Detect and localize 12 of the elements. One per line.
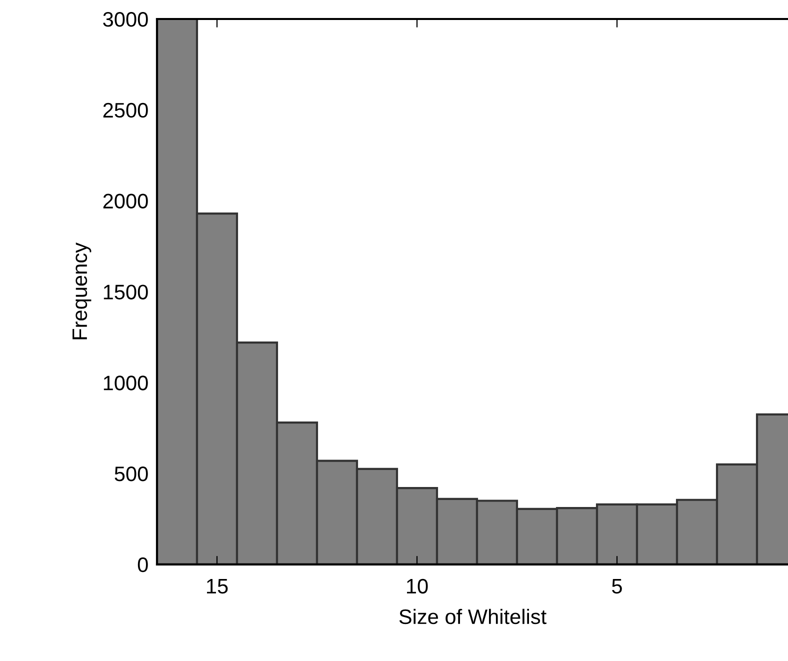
x-tick-label: 5 <box>612 579 622 594</box>
y-tick-label: 1000 <box>104 376 148 390</box>
y-tick-label: 0 <box>138 557 148 572</box>
y-tick-label: 2000 <box>103 194 148 209</box>
y-tick-label: 2500 <box>103 102 148 118</box>
y-tick-label: 3000 <box>103 12 148 27</box>
y-tick-label: 500 <box>114 466 148 482</box>
y-tick-label: 1500 <box>104 284 148 300</box>
y-axis-title: Frequency <box>72 242 92 340</box>
x-axis-title: Size of Whitelist <box>399 608 546 624</box>
x-tick-label: 10 <box>407 578 428 594</box>
x-tick-label: 15 <box>207 579 228 594</box>
